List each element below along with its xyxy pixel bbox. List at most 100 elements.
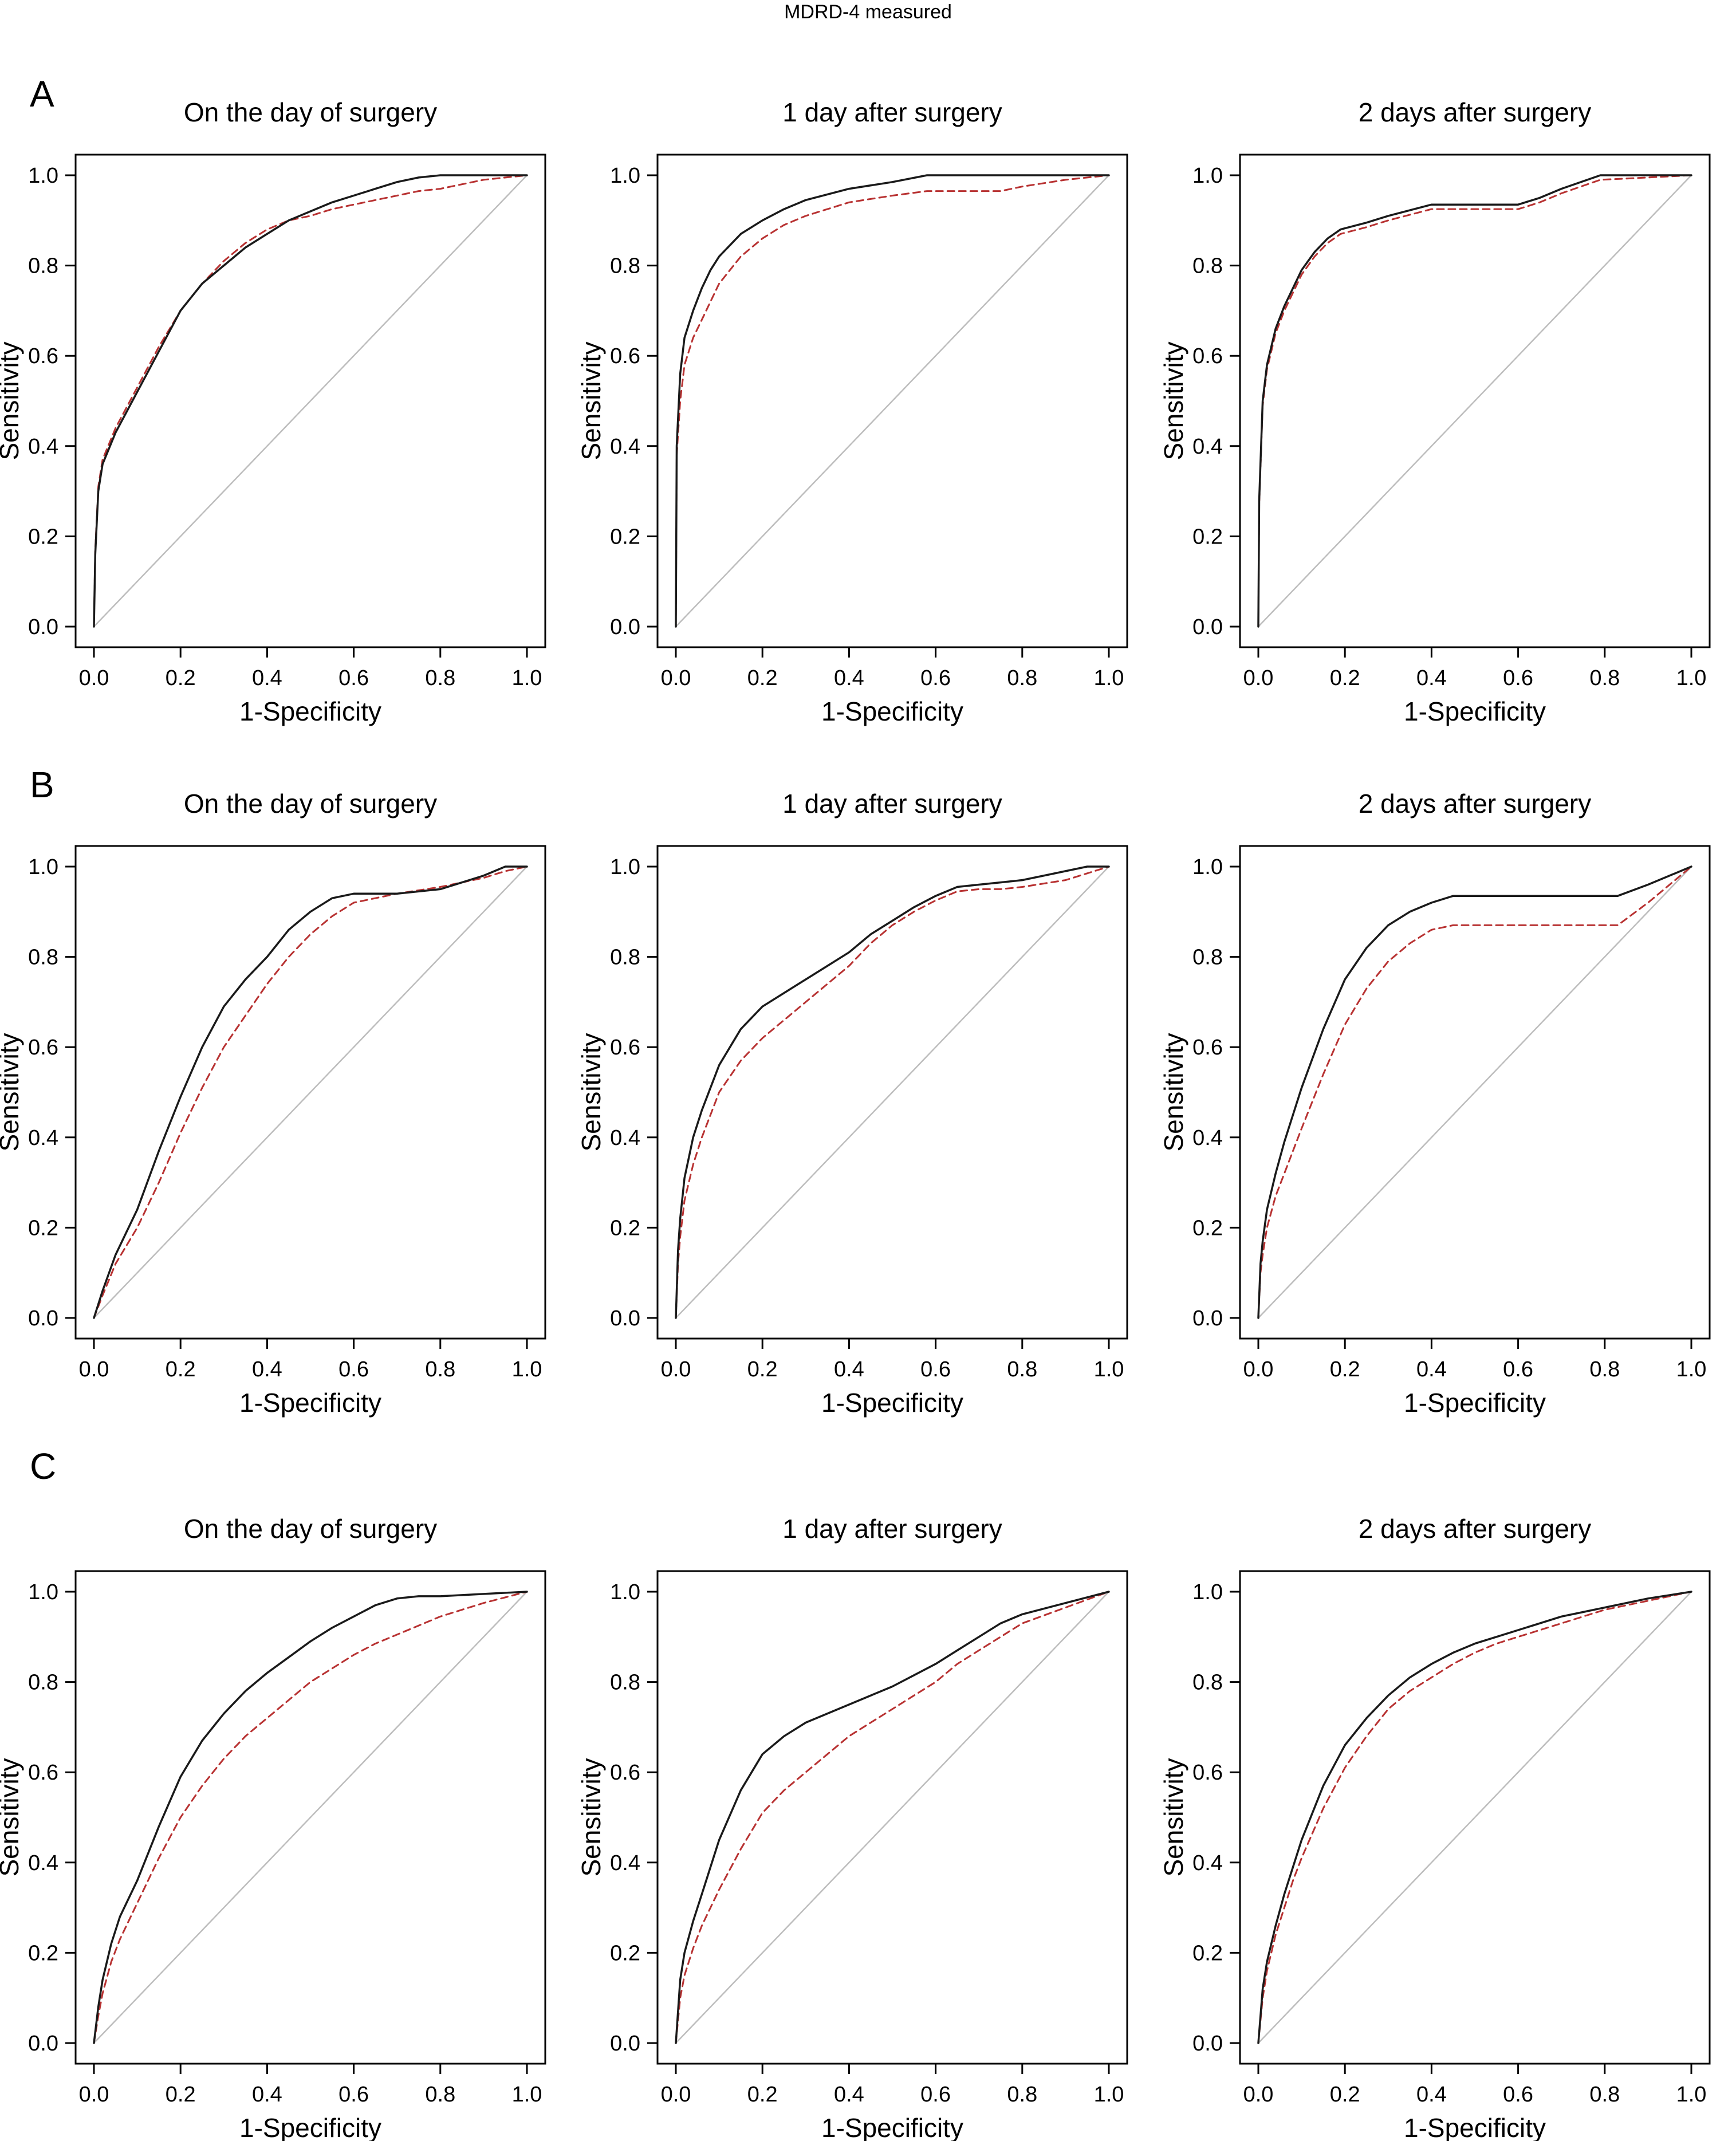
y-tick-label: 0.2 [28, 1216, 58, 1240]
x-tick-label: 0.8 [1589, 666, 1620, 690]
roc-curve-diagonal [675, 1591, 1110, 2044]
plot-frame [74, 1570, 546, 2065]
x-tick-label: 1.0 [512, 1357, 542, 1382]
y-axis-label: Sensitivity [0, 1033, 24, 1151]
y-tick-label: 0.6 [28, 1036, 58, 1060]
chart-title: On the day of surgery [184, 1514, 437, 1544]
x-tick-label: 0.8 [1589, 2083, 1620, 2107]
y-tick-label: 0.6 [610, 344, 640, 368]
plot-frame [1239, 1570, 1711, 2065]
chart-title: 2 days after surgery [1359, 97, 1592, 127]
y-tick-label: 0.4 [610, 1126, 640, 1150]
x-tick-label: 0.0 [79, 2083, 109, 2107]
y-tick-label: 0.8 [28, 1671, 58, 1695]
roc-curve-dashed [1257, 174, 1692, 628]
x-tick-label: 0.6 [338, 666, 369, 690]
chart-panel-c-1: On the day of surgery 0.0 0.2 0.4 0.6 0.8 1.0 0… [0, 1514, 546, 2141]
x-tick-label: 0.8 [425, 1357, 455, 1382]
y-tick-label: 1.0 [28, 1580, 58, 1604]
plot-frame [74, 154, 546, 648]
roc-curve-solid [93, 174, 528, 628]
y-tick-label: 0.6 [1192, 344, 1223, 368]
roc-curve-dashed [93, 174, 528, 628]
y-tick-label: 0.0 [28, 615, 58, 639]
x-tick-label: 0.4 [834, 666, 864, 690]
row-label-a: A [30, 73, 54, 115]
roc-curve-diagonal [1257, 865, 1692, 1319]
y-tick-label: 0.4 [28, 435, 58, 459]
roc-curve-solid [675, 865, 1110, 1319]
y-tick-label: 1.0 [610, 164, 640, 188]
roc-curve-dashed [93, 865, 528, 1319]
y-tick-label: 0.8 [1192, 254, 1223, 278]
y-tick-label: 0.2 [610, 1941, 640, 1965]
y-axis-label: Sensitivity [1159, 1758, 1188, 1876]
y-tick-label: 0.4 [1192, 1126, 1223, 1150]
chart-panel-b-2: 1 day after surgery 0.0 0.2 0.4 0.6 0.8 1.0 0.0… [576, 789, 1128, 1418]
roc-curve-dashed [1257, 865, 1692, 1319]
y-tick-label: 1.0 [610, 855, 640, 879]
chart-panel-a-3: 2 days after surgery 0.0 0.2 0.4 0.6 0.8 1.0 0.… [1159, 97, 1711, 726]
y-tick-label: 0.6 [1192, 1036, 1223, 1060]
x-axis-label: 1-Specificity [239, 1388, 381, 1418]
x-tick-label: 1.0 [1094, 2083, 1124, 2107]
roc-curve-solid [675, 1591, 1110, 2044]
x-tick-label: 0.2 [1330, 666, 1360, 690]
y-tick-label: 1.0 [1192, 1580, 1223, 1604]
y-tick-label: 0.2 [1192, 1216, 1223, 1240]
y-tick-label: 0.0 [610, 1306, 640, 1331]
plot-frame [656, 1570, 1128, 2065]
x-tick-label: 0.2 [747, 1357, 778, 1382]
y-tick-label: 1.0 [1192, 855, 1223, 879]
x-tick-label: 0.0 [1243, 1357, 1274, 1382]
x-tick-label: 1.0 [1676, 2083, 1707, 2107]
y-axis-label: Sensitivity [1159, 1033, 1188, 1151]
x-tick-label: 1.0 [512, 666, 542, 690]
y-tick-label: 1.0 [1192, 164, 1223, 188]
x-tick-label: 0.2 [1330, 2083, 1360, 2107]
plot-frame [1239, 845, 1711, 1340]
x-tick-label: 1.0 [1094, 666, 1124, 690]
x-tick-label: 0.4 [1416, 2083, 1447, 2107]
y-tick-label: 0.0 [28, 1306, 58, 1331]
x-tick-label: 0.6 [920, 666, 951, 690]
y-axis-label: Sensitivity [576, 1758, 606, 1876]
x-tick-label: 0.6 [920, 2083, 951, 2107]
y-tick-label: 0.6 [610, 1036, 640, 1060]
y-axis-label: Sensitivity [576, 1033, 606, 1151]
roc-curve-diagonal [675, 174, 1110, 628]
chart-panel-b-3: 2 days after surgery 0.0 0.2 0.4 0.6 0.8 1.0 0.… [1159, 789, 1711, 1418]
y-tick-label: 0.8 [1192, 946, 1223, 970]
x-tick-label: 0.6 [920, 1357, 951, 1382]
y-tick-label: 0.2 [28, 525, 58, 549]
y-axis-label: Sensitivity [0, 341, 24, 460]
y-tick-label: 1.0 [28, 855, 58, 879]
y-tick-label: 0.0 [610, 2032, 640, 2056]
x-tick-label: 0.0 [661, 666, 691, 690]
roc-curve-solid [1257, 865, 1692, 1319]
plot-frame [656, 154, 1128, 648]
chart-title: 2 days after surgery [1359, 789, 1592, 818]
roc-curve-diagonal [93, 1591, 528, 2044]
roc-curve-dashed [675, 1591, 1110, 2044]
chart-title: On the day of surgery [184, 789, 437, 818]
y-tick-label: 0.6 [610, 1761, 640, 1785]
x-tick-label: 0.4 [1416, 1357, 1447, 1382]
x-tick-label: 0.6 [1503, 1357, 1533, 1382]
y-tick-label: 0.4 [1192, 1851, 1223, 1875]
x-tick-label: 0.0 [79, 1357, 109, 1382]
chart-panel-c-2: 1 day after surgery 0.0 0.2 0.4 0.6 0.8 1.0 0.0… [576, 1514, 1128, 2141]
x-axis-label: 1-Specificity [239, 696, 381, 726]
x-tick-label: 0.6 [1503, 666, 1533, 690]
row-label-c: C [30, 1446, 57, 1487]
x-tick-label: 1.0 [512, 2083, 542, 2107]
chart-panel-b-1: On the day of surgery 0.0 0.2 0.4 0.6 0.8 1.0 0… [0, 789, 546, 1418]
y-tick-label: 0.0 [1192, 2032, 1223, 2056]
x-tick-label: 0.4 [834, 2083, 864, 2107]
x-tick-label: 1.0 [1676, 1357, 1707, 1382]
x-axis-label: 1-Specificity [239, 2113, 381, 2141]
figure-title: MDRD-4 measured [784, 1, 952, 23]
chart-title: 2 days after surgery [1359, 1514, 1592, 1544]
y-tick-label: 0.8 [28, 254, 58, 278]
